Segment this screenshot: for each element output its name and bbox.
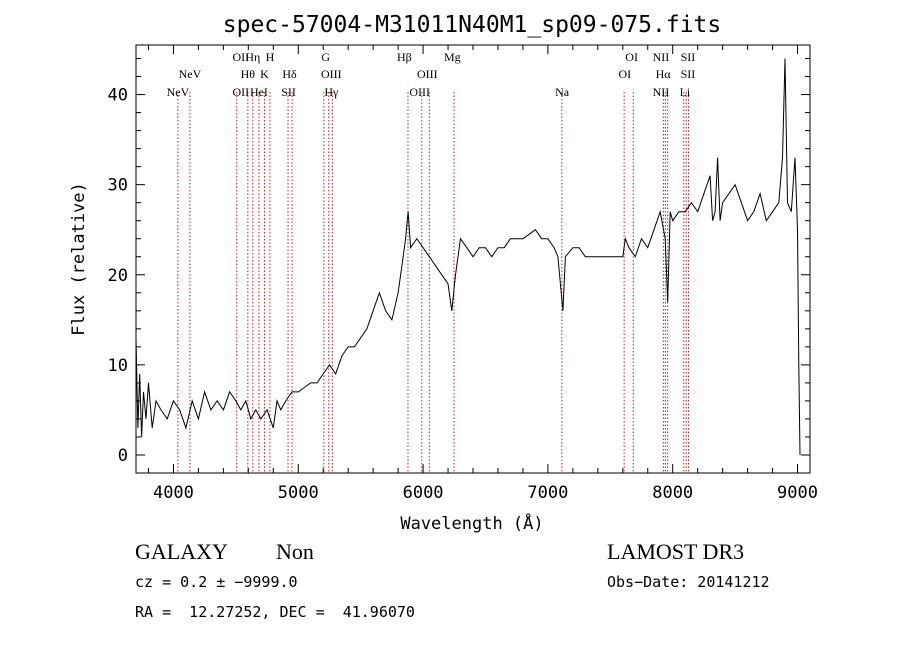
line-label: H: [266, 50, 275, 64]
line-label: OIII: [409, 85, 430, 99]
line-label: Hδ: [282, 67, 297, 81]
line-label: Hθ: [241, 67, 256, 81]
line-label: NII: [653, 85, 670, 99]
line-label: Hη: [245, 50, 260, 64]
line-label: Hα: [656, 67, 672, 81]
x-tick-label: 7000: [527, 483, 568, 503]
line-label: Mg: [444, 50, 461, 64]
coordinates-line: RA = 12.27252, DEC = 41.96070: [135, 603, 415, 621]
chart-title: spec-57004-M31011N40M1_sp09-075.fits: [223, 12, 722, 38]
line-label: NeV: [179, 67, 202, 81]
reference-lines: [177, 92, 690, 473]
x-tick-label: 4000: [153, 483, 194, 503]
redshift-line: cz = 0.2 ± −9999.0: [135, 573, 298, 591]
y-axis-ticks: 0 10 20 30 40: [108, 58, 810, 466]
x-axis-label: Wavelength (Å): [400, 512, 543, 534]
line-label: OI: [625, 50, 638, 64]
y-tick-label: 40: [108, 86, 128, 106]
object-subclass: Non: [276, 539, 314, 564]
line-label: OII: [233, 50, 250, 64]
line-label: OII: [233, 85, 250, 99]
line-label: SII: [281, 85, 296, 99]
line-label: NII: [653, 50, 670, 64]
x-tick-label: 9000: [777, 483, 818, 503]
line-label: G: [321, 50, 330, 64]
x-tick-label: 6000: [403, 483, 444, 503]
obs-date: Obs−Date: 20141212: [607, 573, 770, 591]
line-label: NeV: [167, 85, 190, 99]
y-tick-label: 30: [108, 176, 128, 196]
y-tick-label: 10: [108, 356, 128, 376]
line-label: Hβ: [397, 50, 412, 64]
line-label: Na: [555, 85, 570, 99]
x-tick-label: 8000: [652, 483, 693, 503]
y-tick-label: 0: [118, 446, 128, 466]
spectrum-line: [135, 58, 801, 456]
line-label: SII: [681, 50, 696, 64]
line-label: K: [260, 67, 269, 81]
y-tick-label: 20: [108, 266, 128, 286]
line-label: OIII: [417, 67, 438, 81]
y-axis-label: Flux (relative): [69, 182, 89, 336]
line-label: SII: [681, 67, 696, 81]
x-tick-label: 5000: [278, 483, 319, 503]
line-label: HeI: [250, 85, 268, 99]
line-label: OI: [618, 67, 631, 81]
line-label: OIII: [321, 67, 342, 81]
survey-name: LAMOST DR3: [607, 539, 745, 564]
object-class: GALAXY: [135, 539, 228, 564]
line-label: Li: [680, 85, 691, 99]
x-axis-ticks: 4000 5000 6000 7000 8000 9000: [147, 45, 818, 503]
line-label: Hγ: [324, 85, 339, 99]
plot-frame: [135, 44, 811, 474]
